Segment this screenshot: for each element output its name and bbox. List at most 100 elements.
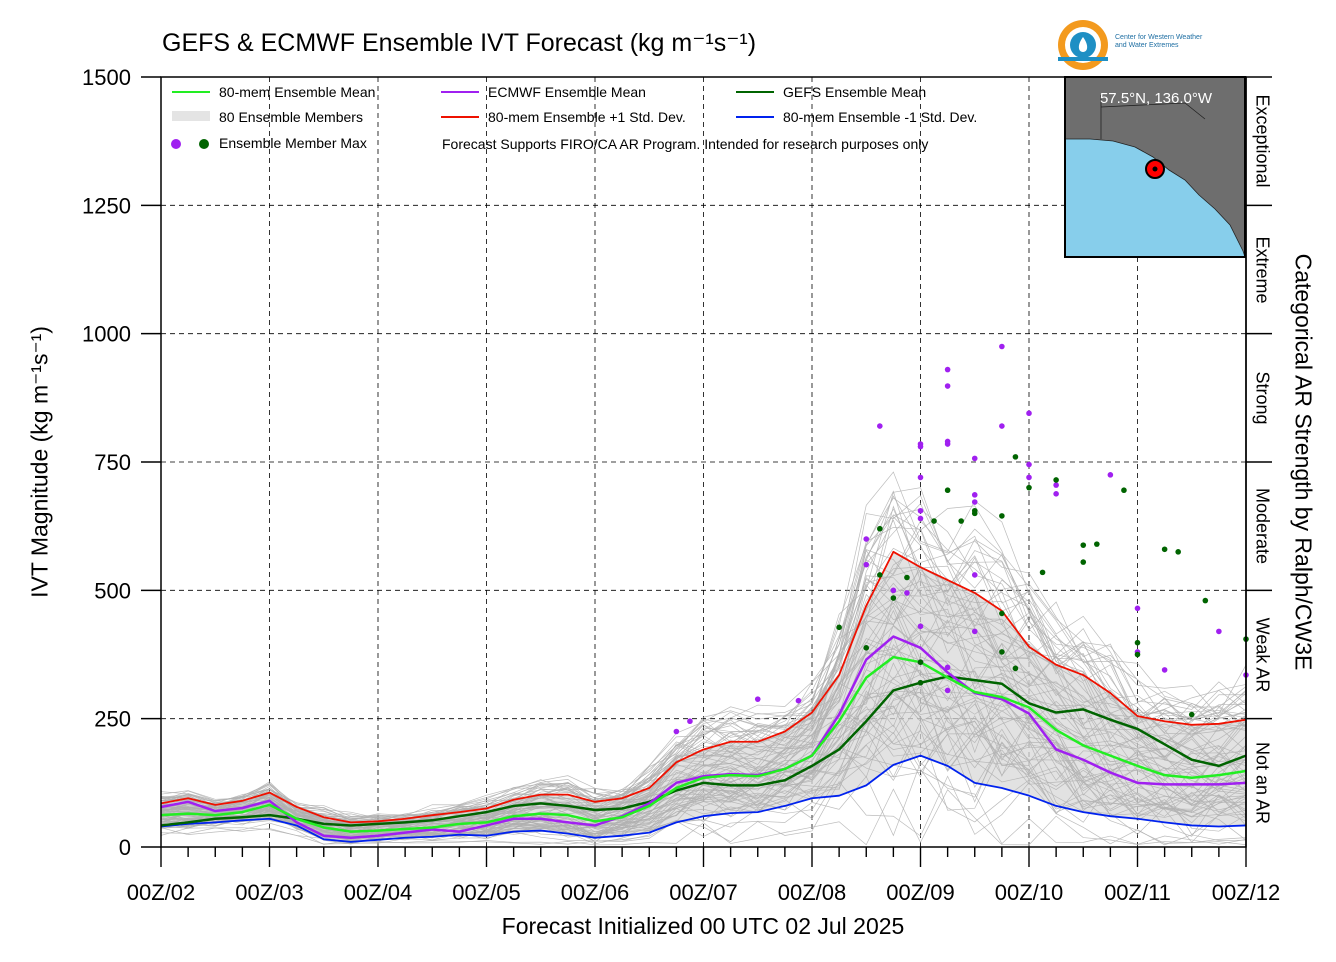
legend-label: 80-mem Ensemble +1 Std. Dev. <box>488 109 686 125</box>
location-inset-map <box>1064 76 1246 258</box>
ensemble-spread-band <box>161 551 1246 842</box>
ecmwf-max-point <box>1026 474 1032 481</box>
legend-label: 80 Ensemble Members <box>219 109 363 125</box>
ecmwf-max-point <box>1134 605 1141 612</box>
ecmwf-max-point <box>971 455 978 462</box>
gefs-max-point <box>1121 487 1127 494</box>
category-label: Not an AR <box>1252 741 1273 824</box>
series-line-1 <box>160 635 1247 840</box>
ensemble-member-line <box>160 678 1247 841</box>
gefs-max-point <box>1188 711 1195 718</box>
ensemble-member-line <box>160 520 1247 824</box>
y-tick-label: 250 <box>94 707 131 732</box>
gefs-max-point <box>1202 597 1209 604</box>
x-tick-label: 00Z/05 <box>452 880 521 905</box>
series-line-3 <box>160 550 1247 824</box>
legend-label: GEFS Ensemble Mean <box>783 84 926 100</box>
ecmwf-max-point <box>917 507 924 514</box>
logo-text-line1: Center for Western Weather <box>1115 34 1203 41</box>
ecmwf-max-point <box>944 664 951 671</box>
gefs-max-point <box>1134 639 1141 646</box>
ecmwf-max-point <box>1026 410 1032 417</box>
ensemble-member-line <box>160 700 1247 838</box>
gefs-max-point <box>917 659 924 665</box>
y-tick-label: 1500 <box>82 65 131 90</box>
ecmwf-max-point <box>944 383 951 389</box>
member-max-points <box>673 343 1249 735</box>
gefs-max-point <box>1134 651 1141 658</box>
ensemble-member-line <box>160 471 1247 817</box>
ensemble-member-line <box>160 718 1247 845</box>
ensemble-member-line <box>160 788 1247 846</box>
ecmwf-max-point <box>917 623 924 630</box>
x-axis-label: Forecast Initialized 00 UTC 02 Jul 2025 <box>501 913 905 939</box>
gefs-max-point <box>1039 569 1046 576</box>
ensemble-member-line <box>160 535 1247 821</box>
cw3e-logo <box>1058 20 1108 70</box>
inset-borders <box>1100 95 1206 139</box>
x-tick-label: 00Z/10 <box>995 880 1064 905</box>
category-label: Weak AR <box>1252 617 1273 692</box>
ensemble-member-line <box>160 494 1247 821</box>
ensemble-member-line <box>160 495 1247 819</box>
x-tick-label: 00Z/06 <box>561 880 630 905</box>
gefs-max-point <box>971 510 978 517</box>
series-line-2 <box>160 675 1247 827</box>
ecmwf-max-point <box>795 697 802 704</box>
gefs-max-point <box>944 487 951 494</box>
gefs-max-point <box>958 518 964 524</box>
ecmwf-max-point <box>1161 667 1168 673</box>
inset-location-label: 57.5°N, 136.0°W <box>1099 90 1213 107</box>
logo-text-line2: and Water Extremes <box>1115 42 1179 49</box>
x-tick-label: 00Z/12 <box>1212 880 1281 905</box>
ecmwf-max-point <box>971 492 978 498</box>
ecmwf-max-point <box>673 728 680 735</box>
y-tick-label: 500 <box>94 578 131 603</box>
ecmwf-max-point <box>904 590 910 596</box>
logo-text: Center for Western Weather and Water Ext… <box>1115 34 1245 50</box>
y-tick-label: 0 <box>119 835 131 860</box>
ecmwf-max-point <box>917 441 924 447</box>
ecmwf-max-point <box>971 628 978 635</box>
gefs-max-point <box>1026 484 1032 491</box>
legend-label: Ensemble Member Max <box>219 135 367 151</box>
inset-location-center <box>1152 166 1158 172</box>
gefs-max-point <box>999 513 1005 519</box>
ecmwf-max-point <box>971 499 978 505</box>
ecmwf-max-point <box>944 441 951 447</box>
gefs-max-point <box>1080 542 1087 548</box>
gefs-max-point <box>904 574 910 581</box>
ecmwf-max-point <box>687 718 693 725</box>
category-label: Exceptional <box>1252 94 1273 188</box>
chart-title: GEFS & ECMWF Ensemble IVT Forecast (kg m… <box>162 29 757 57</box>
y-axis-label: IVT Magnitude (kg m⁻¹s⁻¹) <box>26 326 53 598</box>
y-tick-label: 750 <box>94 450 131 475</box>
category-label: Strong <box>1252 371 1273 425</box>
chart-axes: 0 250 500 750 1000 1250 1500 00Z/02 00Z/03 00Z/04… <box>82 65 1280 905</box>
ensemble-member-line <box>160 505 1247 819</box>
x-tick-label: 00Z/02 <box>127 880 196 905</box>
ecmwf-max-point <box>971 572 978 578</box>
x-tick-label: 00Z/04 <box>344 880 413 905</box>
ecmwf-max-point <box>863 561 870 568</box>
ecmwf-max-point <box>917 515 924 522</box>
ensemble-member-line <box>160 656 1247 838</box>
ecmwf-max-point <box>890 587 897 594</box>
series-line-0 <box>160 655 1247 833</box>
ecmwf-max-point <box>1026 461 1032 468</box>
gefs-max-point <box>1175 549 1181 555</box>
gefs-max-point <box>890 595 897 601</box>
gefs-max-point <box>999 610 1005 617</box>
ecmwf-max-point <box>754 696 761 702</box>
gefs-max-point <box>1053 477 1059 483</box>
gefs-max-point <box>931 518 937 524</box>
legend-label: 80-mem Ensemble Mean <box>219 84 375 100</box>
ensemble-member-line <box>160 505 1247 823</box>
legend-label: 80-mem Ensemble -1 Std. Dev. <box>783 109 977 125</box>
ecmwf-max-point <box>877 423 883 429</box>
category-label: Moderate <box>1252 488 1273 565</box>
category-label: Extreme <box>1252 235 1273 304</box>
research-note: Forecast Supports FIRO/CA AR Program. In… <box>442 136 929 152</box>
y-tick-label: 1000 <box>82 322 131 347</box>
